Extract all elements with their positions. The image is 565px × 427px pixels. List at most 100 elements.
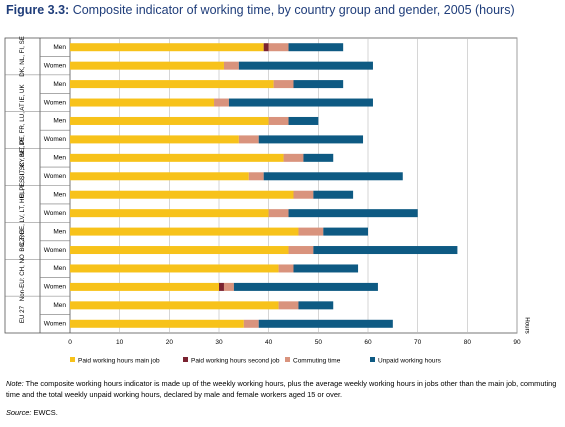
group-label: CZ, EE, LV, LT, HU, PL, SI, SK [19, 161, 26, 246]
bar-segment [268, 116, 289, 125]
figure-number: Figure 3.3: [6, 3, 70, 17]
bar-segment [258, 319, 393, 328]
category-label: Women [44, 99, 67, 106]
bar-segment [70, 282, 219, 291]
bar-segment [70, 264, 279, 273]
category-label: Men [53, 81, 66, 88]
x-tick-label: 70 [414, 339, 422, 346]
x-tick-label: 60 [364, 339, 372, 346]
bar-segment [70, 301, 279, 310]
category-label: Women [44, 321, 67, 328]
group-label: DK, NL, FI, SE [19, 36, 26, 77]
category-label: Women [44, 62, 67, 69]
x-tick-label: 90 [513, 339, 521, 346]
bar-segment [288, 246, 314, 255]
chart-title: Figure 3.3: Composite indicator of worki… [6, 3, 515, 17]
category-label: Women [44, 136, 67, 143]
bar-segment [293, 190, 314, 199]
bar-segment [313, 190, 354, 199]
bar-segment [238, 135, 259, 144]
group-label: EU 27 [19, 305, 26, 323]
bar-segment [283, 153, 304, 162]
bar-segment [243, 319, 259, 328]
bar-segment [268, 209, 289, 218]
category-label: Women [44, 173, 67, 180]
bar-segment [70, 190, 294, 199]
group-label: BG, RO [19, 230, 26, 252]
bar-segment [233, 282, 378, 291]
bar-segment [288, 43, 344, 52]
bar-segment [70, 135, 239, 144]
x-axis-label: Hours [523, 317, 530, 334]
bar-segment [248, 172, 264, 181]
bar-segment [70, 98, 215, 107]
bar-segment [323, 227, 368, 236]
x-tick-label: 40 [265, 339, 273, 346]
legend-swatch [70, 357, 75, 362]
note-text: The composite working hours indicator is… [6, 379, 557, 399]
category-label: Men [53, 265, 66, 272]
bar-segment [219, 282, 224, 291]
category-label: Women [44, 210, 67, 217]
bar-segment [70, 246, 289, 255]
bar-segment [288, 116, 319, 125]
bar-segment [273, 80, 294, 89]
group-label: EL, ES, IT, CY, MT, PT [19, 136, 26, 198]
bar-segment [268, 43, 289, 52]
legend-swatch [285, 357, 290, 362]
category-label: Men [53, 118, 66, 125]
bar-segment [70, 61, 224, 70]
bar-segment [298, 301, 334, 310]
bar-segment [263, 43, 269, 52]
bar-segment [70, 209, 269, 218]
x-tick-label: 30 [215, 339, 223, 346]
chart-note: Note: The composite working hours indica… [6, 379, 558, 400]
bar-segment [313, 246, 458, 255]
group-label: Non-EU: CH, NO [19, 254, 26, 301]
bar-segment [70, 153, 284, 162]
bar-segment [258, 135, 364, 144]
bar-segment [70, 116, 269, 125]
bar-segment [238, 61, 373, 70]
bar-segment [263, 172, 403, 181]
source-text: EWCS. [31, 408, 58, 417]
bar-segment [223, 61, 239, 70]
bar-segment [228, 98, 373, 107]
bar-segment [298, 227, 324, 236]
source-lead: Source: [6, 408, 32, 417]
bar-segment [70, 227, 299, 236]
legend-label: Paid working hours second job [191, 358, 280, 365]
legend-label: Paid working hours main job [78, 358, 160, 365]
bar-segment [278, 264, 294, 273]
figure-title: Composite indicator of working time, by … [72, 3, 515, 17]
bar-segment [70, 319, 244, 328]
legend-label: Commuting time [293, 358, 341, 365]
bar-segment [293, 264, 359, 273]
bar-segment [223, 282, 234, 291]
bar-segment [278, 301, 299, 310]
bar-segment [293, 80, 344, 89]
category-label: Men [53, 155, 66, 162]
legend-swatch [370, 357, 375, 362]
bar-segment [303, 153, 334, 162]
bar-segment [288, 209, 418, 218]
bar-segment [214, 98, 229, 107]
category-label: Women [44, 247, 67, 254]
bar-segment [70, 43, 264, 52]
group-label: IE, UK [19, 84, 26, 103]
x-tick-label: 10 [116, 339, 124, 346]
category-label: Women [44, 284, 67, 291]
x-tick-label: 0 [68, 339, 72, 346]
category-label: Men [53, 44, 66, 51]
category-label: Men [53, 191, 66, 198]
x-tick-label: 80 [464, 339, 472, 346]
legend-label: Unpaid working hours [378, 358, 442, 365]
bar-segment [70, 172, 249, 181]
x-tick-label: 50 [315, 339, 323, 346]
x-tick-label: 20 [166, 339, 174, 346]
note-lead: Note: [6, 379, 24, 388]
legend-swatch [183, 357, 188, 362]
category-label: Men [53, 302, 66, 309]
category-label: Men [53, 228, 66, 235]
